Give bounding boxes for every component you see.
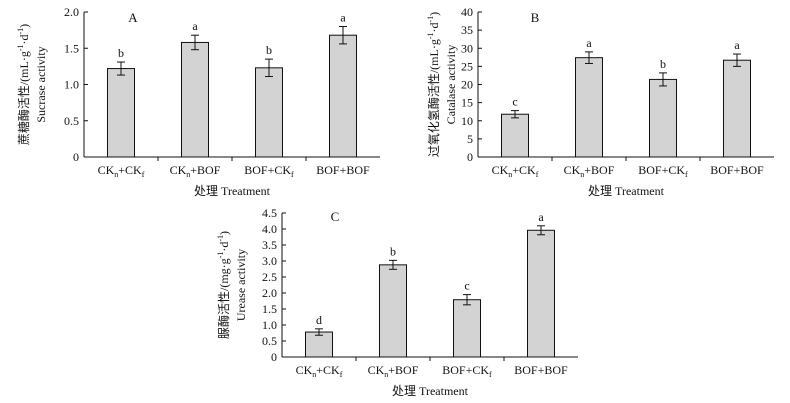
y-tick-label: 1.0: [262, 318, 277, 332]
y-tick-label: 20: [461, 78, 473, 92]
y-tick-label: 0: [467, 150, 473, 164]
x-axis-title: 处理 Treatment: [392, 384, 469, 398]
x-category-label: CKn+BOF: [368, 363, 419, 379]
y-tick-label: 3.5: [262, 238, 277, 252]
y-tick-label: 4.0: [262, 222, 277, 236]
x-category-label: CKn+BOF: [564, 163, 615, 179]
significance-letter: d: [316, 313, 322, 327]
bar-c-1: [305, 331, 333, 358]
significance-letter: a: [734, 38, 740, 52]
panel-label: B: [531, 10, 540, 25]
x-category-label: BOF+BOF: [316, 163, 370, 177]
chart-panel-c: 0 0.5 1.0 1.5 2.0 2.5 3.0 3.5 4.0 4.5 d CKn+CKf b CKn…: [216, 206, 578, 398]
bar-b-4: [723, 59, 751, 158]
significance-letter: b: [266, 43, 272, 57]
x-axis-title: 处理 Treatment: [588, 184, 665, 198]
y-tick-label: 0: [73, 150, 79, 164]
significance-letter: b: [660, 57, 666, 71]
significance-letter: a: [340, 11, 346, 25]
y-tick-label: 40: [461, 5, 473, 19]
y-tick-label: 2.0: [262, 286, 277, 300]
y-tick-label: 30: [461, 41, 473, 55]
x-category-label: BOF+CKf: [244, 163, 294, 179]
bar-b-2: [575, 57, 603, 158]
y-tick-label: 1.0: [64, 78, 79, 92]
bar-b-3: [649, 78, 677, 158]
y-tick-label: 35: [461, 23, 473, 37]
x-category-label: CKn+CKf: [98, 163, 145, 179]
x-category-label: CKn+CKf: [492, 163, 539, 179]
bar-c-4: [527, 229, 555, 358]
chart-panel-a: 0 0.5 1.0 1.5 2.0 b CKn+CKf a CKn+BOF b BOF+CKf a BO…: [16, 5, 380, 198]
x-category-label: CKn+CKf: [296, 363, 343, 379]
y-tick-label: 3.0: [262, 254, 277, 268]
y-tick-label: 0.5: [64, 114, 79, 128]
significance-letter: a: [538, 210, 544, 224]
x-category-label: BOF+CKf: [442, 363, 492, 379]
bar-b-1: [501, 113, 529, 158]
panel-label: C: [331, 209, 340, 224]
bar-a-4: [329, 34, 357, 158]
significance-letter: a: [192, 19, 198, 33]
bar-a-2: [181, 41, 209, 158]
x-axis-title: 处理 Treatment: [194, 184, 271, 198]
y-tick-label: 0.5: [262, 334, 277, 348]
bar-a-1: [107, 68, 135, 158]
significance-letter: a: [586, 36, 592, 50]
y-tick-label: 1.5: [262, 302, 277, 316]
significance-letter: c: [512, 95, 517, 109]
y-tick-label: 0: [271, 350, 277, 364]
y-tick-label: 5: [467, 132, 473, 146]
y-tick-label: 1.5: [64, 41, 79, 55]
significance-letter: b: [390, 244, 396, 258]
chart-panel-b: 0 5 10 15 20 25 30 35 40 c CKn+CKf a CKn+BOF b BOF+CKf…: [426, 5, 774, 198]
y-axis-title-cn: 过氧化氢酶活性/(mL·g-1·d-1): [426, 12, 441, 157]
y-axis-title-en: Urease activity: [234, 249, 248, 321]
y-tick-label: 25: [461, 59, 473, 73]
y-axis-title-cn: 脲酶活性/(mg·g-1·d-1): [216, 231, 231, 339]
y-tick-label: 15: [461, 96, 473, 110]
significance-letter: b: [118, 46, 124, 60]
bar-c-3: [453, 299, 481, 358]
x-category-label: BOF+BOF: [710, 163, 764, 177]
panel-label: A: [128, 10, 138, 25]
y-tick-label: 2.5: [262, 270, 277, 284]
bar-c-2: [379, 264, 407, 358]
x-category-label: BOF+CKf: [638, 163, 688, 179]
significance-letter: c: [464, 279, 469, 293]
y-axis-title-en: Sucrase activity: [34, 46, 48, 122]
y-tick-label: 4.5: [262, 206, 277, 220]
x-category-label: CKn+BOF: [170, 163, 221, 179]
y-axis-title-en: Catalase activity: [444, 45, 458, 125]
bar-a-3: [255, 67, 283, 158]
y-axis-title-cn: 蔗糖酶活性/(mL·g-1·d-1): [16, 24, 31, 145]
y-tick-label: 10: [461, 114, 473, 128]
y-tick-label: 2.0: [64, 5, 79, 19]
x-category-label: BOF+BOF: [514, 363, 568, 377]
